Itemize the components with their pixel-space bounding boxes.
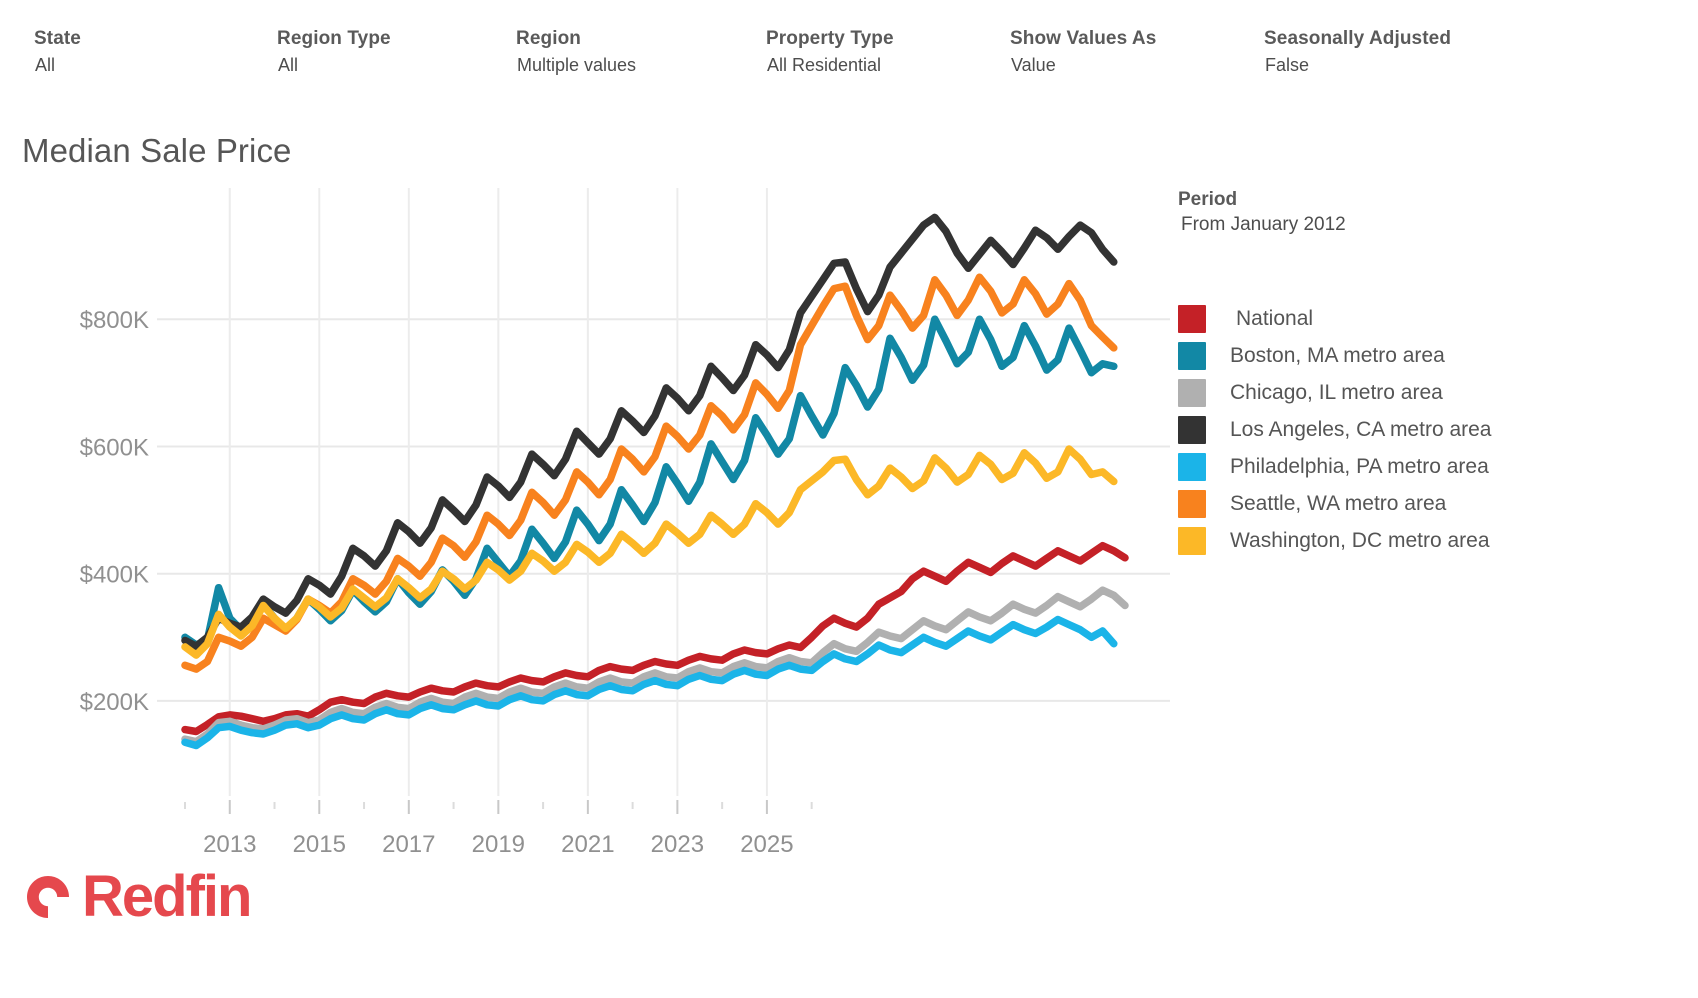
y-axis-label: $200K [80, 689, 149, 716]
filter-label: Region Type [277, 28, 391, 49]
series-line-philadelphia-pa-metro-area [181, 615, 1118, 750]
series-line-washington-dc-metro-area [181, 445, 1118, 659]
chart-plot-area: $200K $400K $600K $800K 2013 2015 2017 2019 202… [0, 180, 1170, 870]
legend-item-chicago-il-metro-area[interactable]: Chicago, IL metro area [1178, 374, 1608, 411]
legend-color-swatch [1178, 452, 1206, 481]
series-line-seattle-wa-metro-area [181, 273, 1118, 673]
median-sale-price-line-chart: $200K $400K $600K $800K 2013 2015 2017 2019 202… [80, 188, 1170, 858]
chart-gridlines [157, 188, 1170, 796]
filter-value[interactable]: Multiple values [517, 55, 637, 75]
legend-period-value: From January 2012 [1181, 214, 1346, 235]
legend-item-label: National [1236, 306, 1314, 330]
series-line-chicago-il-metro-area [181, 586, 1129, 746]
legend-color-swatch [1178, 489, 1206, 518]
filter-state[interactable]: State All [34, 28, 81, 77]
x-axis-label: 2019 [472, 831, 525, 858]
page-title: Median Sale Price [22, 132, 292, 169]
filter-value[interactable]: All [35, 55, 56, 75]
series-line-boston-ma-metro-area [181, 315, 1118, 649]
redfin-logo: Redfin [18, 862, 252, 932]
legend-item-philadelphia-pa-metro-area[interactable]: Philadelphia, PA metro area [1178, 448, 1608, 485]
filter-seasonally-adjusted[interactable]: Seasonally Adjusted False [1264, 28, 1451, 77]
legend-color-swatch [1178, 378, 1206, 407]
filter-value[interactable]: All Residential [767, 55, 882, 75]
legend-item-boston-ma-metro-area[interactable]: Boston, MA metro area [1178, 337, 1608, 374]
y-axis-tick-labels: $200K $400K $600K $800K [80, 307, 149, 716]
filter-region-type[interactable]: Region Type All [277, 28, 391, 77]
y-axis-label: $600K [80, 434, 149, 461]
legend-period-title: Period [1178, 189, 1238, 210]
filter-value[interactable]: False [1265, 55, 1310, 75]
legend-item-label: Philadelphia, PA metro area [1230, 454, 1489, 478]
chart-series-lines [181, 213, 1129, 750]
x-axis-label: 2025 [740, 831, 793, 858]
x-axis-label: 2021 [561, 831, 614, 858]
legend-color-swatch [1178, 526, 1206, 555]
filter-property-type[interactable]: Property Type All Residential [766, 28, 894, 77]
legend-item-washington-dc-metro-area[interactable]: Washington, DC metro area [1178, 522, 1608, 559]
filter-label: Seasonally Adjusted [1264, 28, 1452, 49]
legend-item-los-angeles-ca-metro-area[interactable]: Los Angeles, CA metro area [1178, 411, 1608, 448]
legend-item-label: Seattle, WA metro area [1230, 491, 1447, 515]
filter-label: Show Values As [1010, 28, 1157, 49]
filter-value[interactable]: Value [1011, 55, 1056, 75]
legend-item-list: National Boston, MA metro area Chicago, IL… [1178, 300, 1608, 559]
x-axis-label: 2013 [203, 831, 256, 858]
legend-item-label: Boston, MA metro area [1230, 343, 1445, 367]
series-line-los-angeles-ca-metro-area [181, 213, 1118, 650]
chart-legend: Period From January 2012 National Boston,… [1178, 188, 1608, 559]
y-axis-label: $800K [80, 307, 149, 334]
legend-color-swatch [1178, 415, 1206, 444]
series-line-national [181, 541, 1129, 736]
legend-color-swatch [1178, 304, 1206, 333]
x-axis-label: 2017 [382, 831, 435, 858]
filter-label: State [34, 28, 81, 49]
x-axis-label: 2023 [651, 831, 704, 858]
redfin-wordmark: Redfin [82, 864, 252, 929]
filter-label: Region [516, 28, 581, 49]
x-axis-tick-marks [184, 800, 813, 814]
redfin-mark-icon [27, 876, 69, 918]
filter-region[interactable]: Region Multiple values [516, 28, 636, 77]
y-axis-label: $400K [80, 562, 149, 589]
filter-show-values-as[interactable]: Show Values As Value [1010, 28, 1156, 77]
legend-color-swatch [1178, 341, 1206, 370]
filter-bar: State All Region Type All Region Multiple val… [0, 0, 1698, 110]
x-axis-tick-labels: 2013 2015 2017 2019 2021 2023 2025 [203, 831, 794, 858]
legend-item-national[interactable]: National [1178, 300, 1608, 337]
legend-item-label: Washington, DC metro area [1230, 528, 1490, 552]
legend-item-seattle-wa-metro-area[interactable]: Seattle, WA metro area [1178, 485, 1608, 522]
filter-label: Property Type [766, 28, 894, 49]
filter-value[interactable]: All [278, 55, 299, 75]
x-axis-label: 2015 [293, 831, 346, 858]
legend-item-label: Chicago, IL metro area [1230, 380, 1443, 404]
legend-item-label: Los Angeles, CA metro area [1230, 417, 1492, 441]
